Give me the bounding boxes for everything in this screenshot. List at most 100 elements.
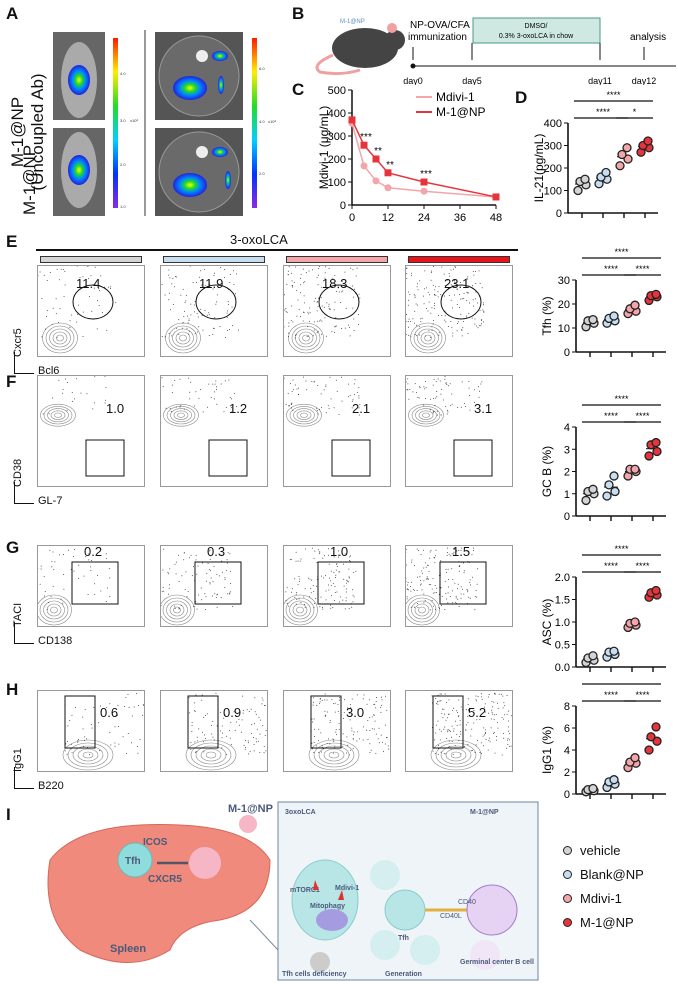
event-dot <box>474 323 476 325</box>
event-dot <box>212 333 214 335</box>
event-dot <box>445 382 447 384</box>
svg-text:3oxoLCA: 3oxoLCA <box>285 809 316 816</box>
event-dot <box>52 551 54 553</box>
event-dot <box>109 596 111 598</box>
event-dot <box>457 288 459 290</box>
event-dot <box>297 560 299 562</box>
data-point <box>420 178 428 186</box>
event-dot <box>63 573 65 575</box>
event-dot <box>439 608 441 610</box>
event-dot <box>87 266 89 268</box>
event-dot <box>384 724 386 726</box>
event-dot <box>290 383 292 385</box>
event-dot <box>441 266 443 268</box>
event-dot <box>206 713 208 715</box>
event-dot <box>443 728 445 730</box>
event-dot <box>332 277 334 279</box>
event-dot <box>351 727 353 729</box>
event-dot <box>56 337 58 339</box>
event-dot <box>205 580 207 582</box>
event-dot <box>430 336 432 338</box>
event-dot <box>200 308 202 310</box>
event-dot <box>285 310 287 312</box>
event-dot <box>229 593 231 595</box>
event-dot <box>196 740 198 742</box>
event-dot <box>475 291 477 293</box>
panel-label-f: F <box>6 372 17 391</box>
event-dot <box>178 319 180 321</box>
event-dot <box>117 714 119 716</box>
event-dot <box>105 600 107 602</box>
svg-text:3.0: 3.0 <box>120 118 126 123</box>
event-dot <box>285 307 287 309</box>
event-dot <box>460 406 462 408</box>
event-dot <box>225 569 227 571</box>
event-dot <box>343 585 345 587</box>
event-dot <box>175 276 177 278</box>
event-dot <box>218 575 220 577</box>
event-dot <box>352 734 354 736</box>
event-dot <box>254 711 256 713</box>
legend-item-m1np: M-1@NP <box>563 910 644 934</box>
event-dot <box>62 268 64 270</box>
event-dot <box>316 301 318 303</box>
flow-plot: 1.5 <box>397 544 513 627</box>
svg-text:Mitophagy: Mitophagy <box>310 903 345 910</box>
event-dot <box>228 379 230 381</box>
event-dot <box>454 281 456 283</box>
event-dot <box>333 599 335 601</box>
event-dot <box>406 277 408 279</box>
event-dot <box>332 607 334 609</box>
event-dot <box>324 710 326 712</box>
event-dot <box>77 304 79 306</box>
event-dot <box>60 598 62 600</box>
event-dot <box>387 745 389 747</box>
gate-percentage: 11.9 <box>199 276 224 291</box>
event-dot <box>78 279 80 281</box>
contour <box>36 594 72 626</box>
contour <box>420 331 436 345</box>
event-dot <box>209 283 211 285</box>
event-dot <box>171 392 173 394</box>
event-dot <box>431 330 433 332</box>
group-color-bar <box>163 256 265 263</box>
event-dot <box>53 569 55 571</box>
event-dot <box>474 318 476 320</box>
x-tick-label: 0 <box>349 212 355 224</box>
legend-item-vehicle: vehicle <box>563 838 644 862</box>
x-axis-marker-label: GL-7 <box>38 495 63 507</box>
event-dot <box>452 307 454 309</box>
event-dot <box>431 695 433 697</box>
event-dot <box>450 748 452 750</box>
event-dot <box>485 732 487 734</box>
event-dot <box>213 275 215 277</box>
contour <box>45 325 75 351</box>
contour <box>440 745 472 765</box>
event-dot <box>369 717 371 719</box>
event-dot <box>414 383 416 385</box>
event-dot <box>469 579 471 581</box>
y-tick-label: 8 <box>564 701 570 713</box>
event-dot <box>292 286 294 288</box>
data-point <box>617 149 627 160</box>
event-dot <box>315 585 317 587</box>
event-dot <box>221 560 223 562</box>
panel-a-row-label-2: M-1@NP <box>20 144 39 215</box>
event-dot <box>366 703 368 705</box>
event-dot <box>477 696 479 698</box>
event-dot <box>115 302 117 304</box>
axis-arrow <box>14 767 34 789</box>
event-dot <box>420 580 422 582</box>
event-dot <box>479 309 481 311</box>
mouse-illustration-icon <box>315 23 405 76</box>
gate <box>440 284 482 320</box>
svg-text:0.3% 3-oxoLCA in chow: 0.3% 3-oxoLCA in chow <box>499 33 574 40</box>
event-dot <box>453 548 455 550</box>
event-dot <box>338 699 340 701</box>
event-dot <box>500 693 502 695</box>
event-dot <box>458 739 460 741</box>
event-dot <box>451 725 453 727</box>
event-dot <box>321 575 323 577</box>
event-dot <box>375 707 377 709</box>
